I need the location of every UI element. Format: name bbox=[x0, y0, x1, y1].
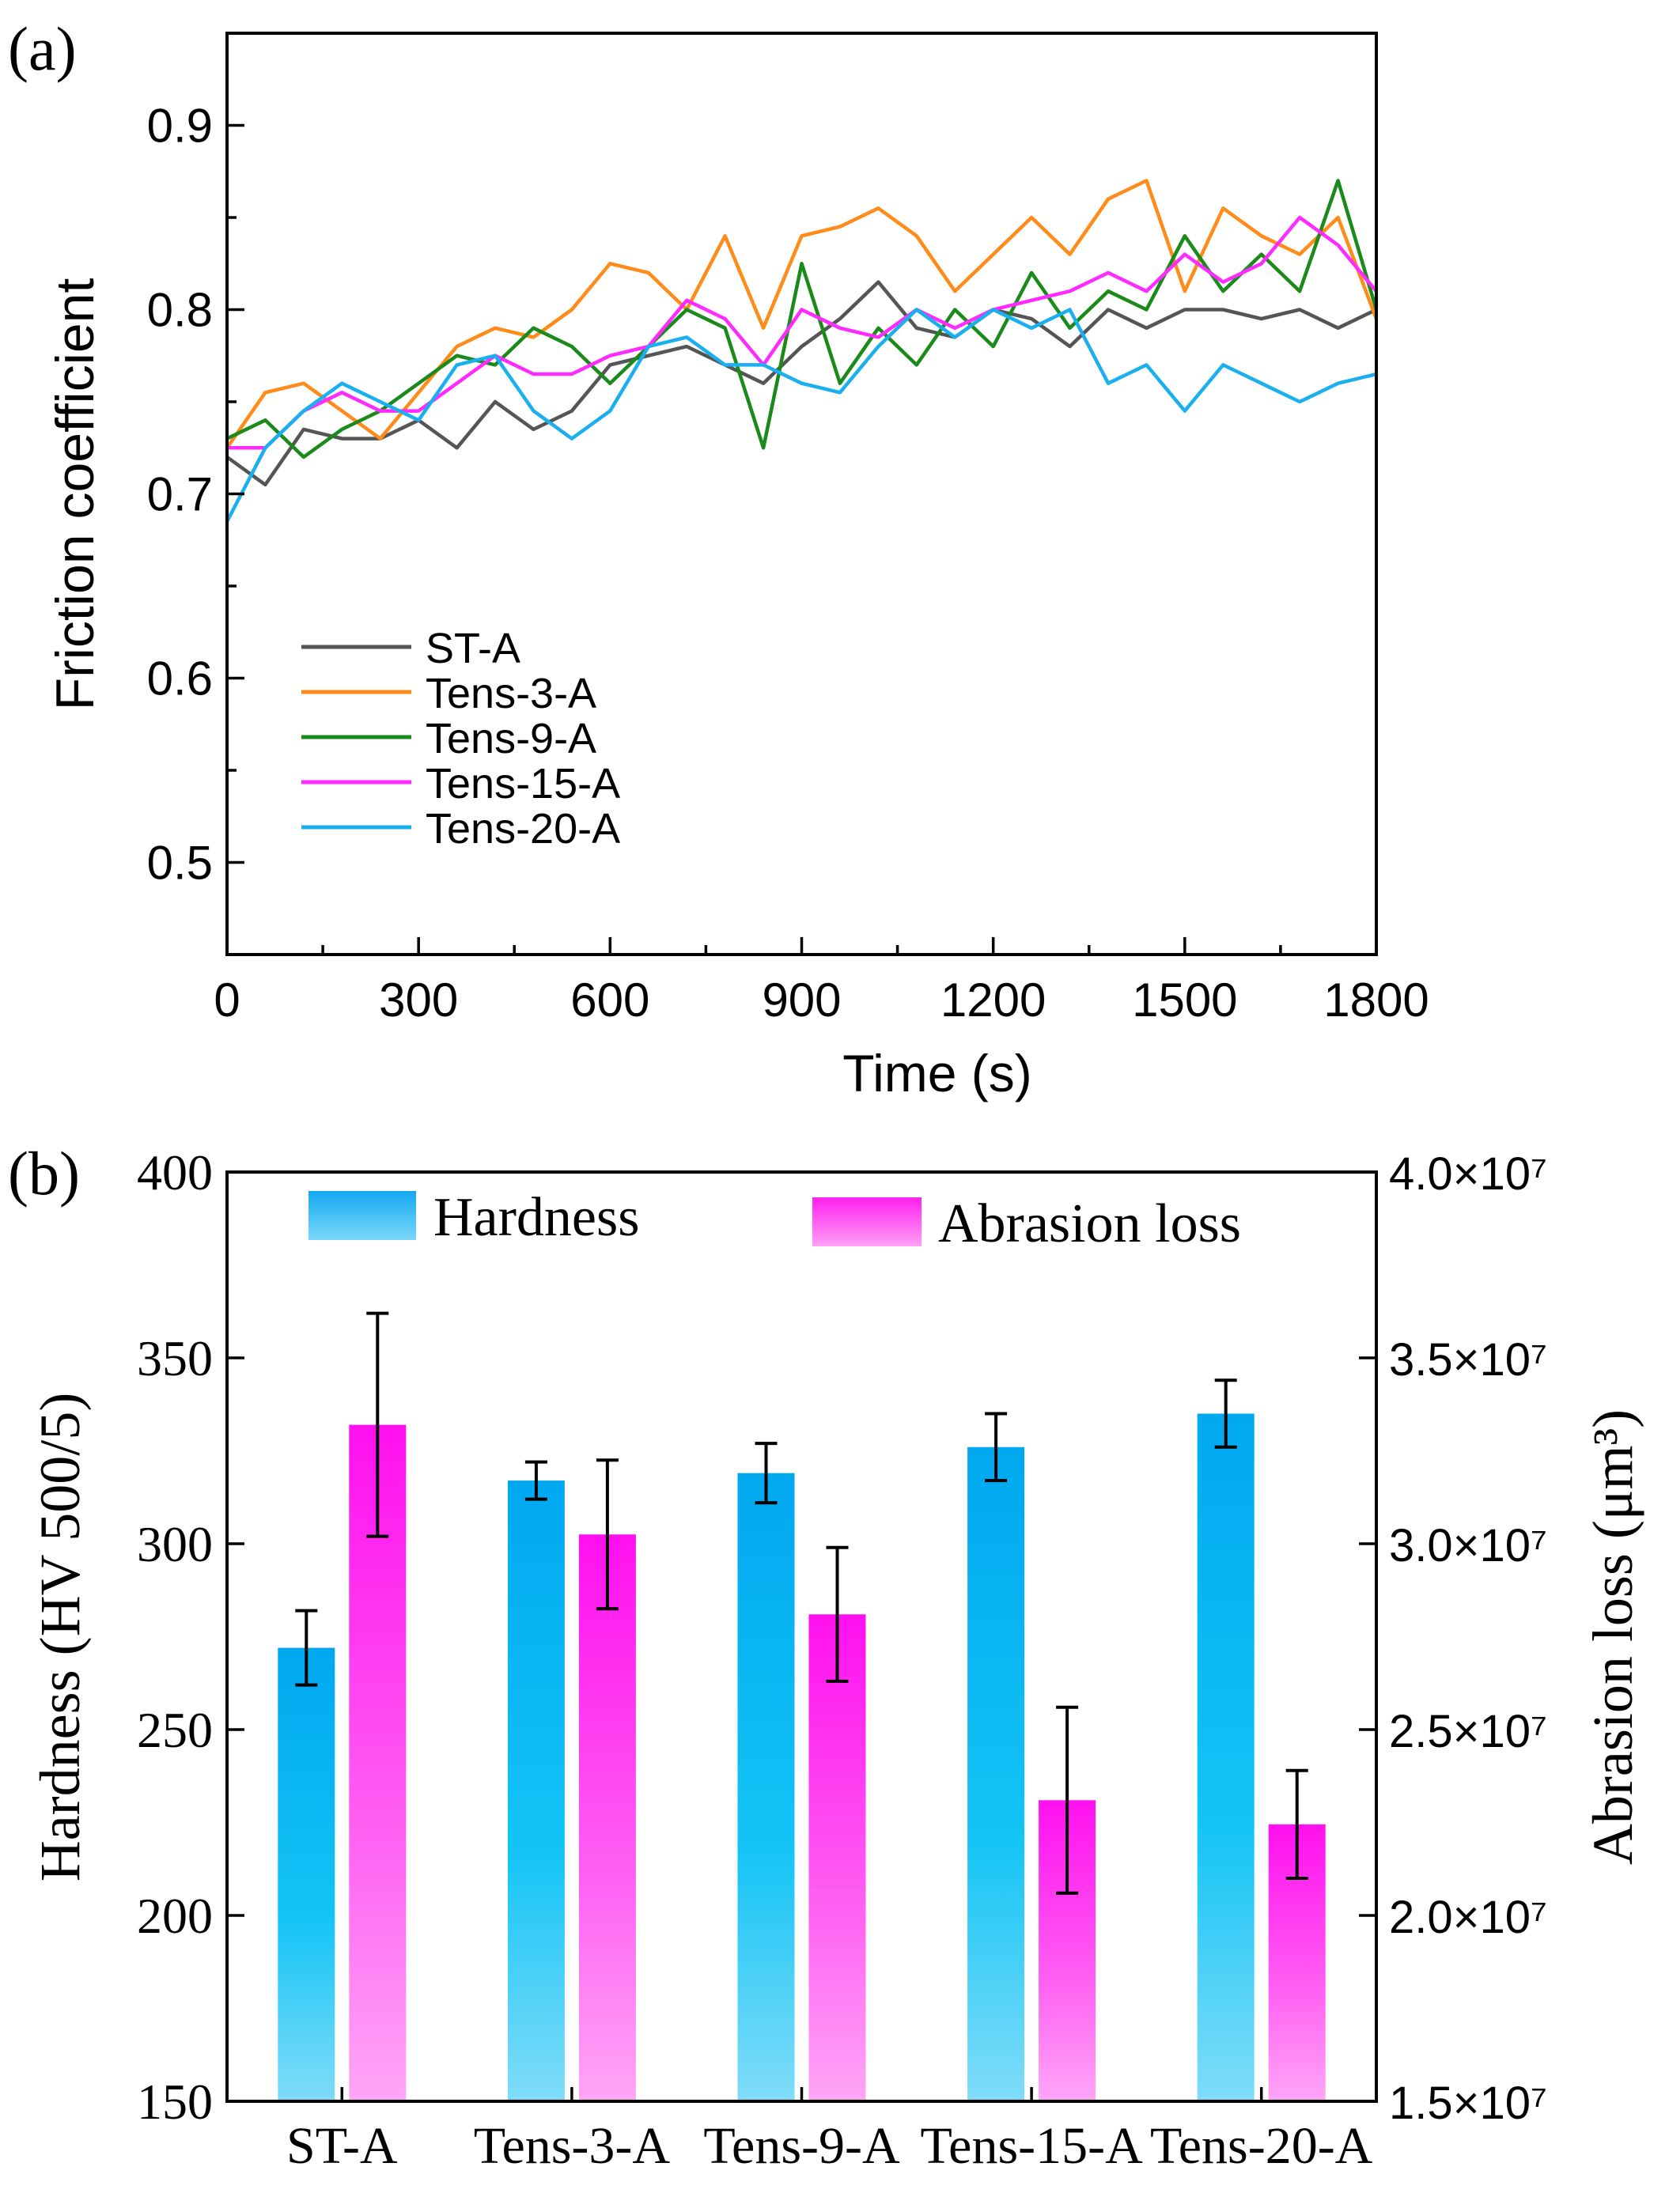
y-axis-label-left: Hardness (HV 500/5) bbox=[28, 1393, 92, 1882]
category-label: ST-A bbox=[286, 2117, 398, 2175]
y-tick-label-right: 3.0×10⁷ bbox=[1389, 1520, 1547, 1571]
x-tick-label: 1200 bbox=[940, 974, 1046, 1027]
x-tick-label: 600 bbox=[570, 974, 649, 1027]
category-label: Tens-3-A bbox=[474, 2117, 671, 2175]
y-tick-label: 0.6 bbox=[147, 652, 213, 705]
category-label: Tens-15-A bbox=[920, 2117, 1143, 2175]
legend-label: Tens-20-A bbox=[426, 805, 620, 853]
abrasion-bar bbox=[808, 1614, 866, 2101]
legend-label: ST-A bbox=[426, 625, 520, 672]
y-tick-label-left: 200 bbox=[137, 1888, 213, 1944]
y-tick-label: 0.5 bbox=[147, 837, 213, 890]
y-tick-label: 0.8 bbox=[147, 284, 213, 337]
y-tick-label: 0.7 bbox=[147, 468, 213, 521]
legend-swatch-abrasion bbox=[812, 1197, 922, 1246]
legend-label: Tens-15-A bbox=[426, 760, 620, 807]
series-line-tens-20-a bbox=[227, 308, 1376, 523]
series-line-tens-15-a bbox=[227, 215, 1376, 450]
y-axis-label-a: Friction coefficient bbox=[45, 278, 105, 711]
legend-swatch-hardness bbox=[308, 1191, 416, 1240]
category-label: Tens-9-A bbox=[703, 2117, 900, 2175]
legend-b: Hardness Abrasion loss bbox=[308, 1187, 1241, 1254]
y-tick-label-left: 250 bbox=[137, 1702, 213, 1758]
x-axis-label-a: Time (s) bbox=[842, 1044, 1032, 1102]
y-tick-label-left: 150 bbox=[137, 2074, 213, 2130]
x-tick-label: 1800 bbox=[1323, 974, 1429, 1027]
x-tick-label: 300 bbox=[379, 974, 458, 1027]
plot-frame-a bbox=[225, 32, 1378, 956]
x-tick-label: 1500 bbox=[1132, 974, 1237, 1027]
hardness-bar bbox=[967, 1446, 1025, 2101]
panel-label-b: (b) bbox=[8, 1139, 80, 1208]
y-tick-label: 0.9 bbox=[147, 100, 213, 153]
friction-series-group bbox=[227, 179, 1376, 523]
category-label: Tens-20-A bbox=[1150, 2117, 1373, 2175]
y-axis-ticks-a: 0.5 0.6 0.7 0.8 0.9 bbox=[147, 100, 244, 956]
y-tick-label-right: 2.0×10⁷ bbox=[1389, 1892, 1547, 1943]
category-labels: ST-A Tens-3-A Tens-9-A Tens-15-A Tens-20-A bbox=[286, 2087, 1373, 2175]
x-tick-label: 0 bbox=[214, 974, 240, 1027]
panel-label-a: (a) bbox=[8, 14, 77, 83]
hardness-bar bbox=[278, 1647, 335, 2101]
hardness-bar bbox=[1197, 1413, 1255, 2101]
friction-chart: (a) 0 300 600 900 1200 1500 1800 0.50.60.70.80… bbox=[8, 14, 1429, 1102]
y-tick-label-right: 4.0×10⁷ bbox=[1389, 1148, 1547, 1200]
y-tick-label-left: 400 bbox=[137, 1144, 213, 1201]
legend-label: Tens-3-A bbox=[426, 670, 596, 717]
series-line-tens-9-a bbox=[227, 179, 1376, 459]
y-tick-label-left: 350 bbox=[137, 1330, 213, 1386]
bar-group bbox=[278, 1311, 1326, 2101]
hardness-abrasion-chart: (b) 150 200 250 300 350 400 1.5×10⁷ 2.0×10⁷ 2.5… bbox=[8, 1139, 1644, 2175]
y-axis-ticks-right: 1.5×10⁷ 2.0×10⁷ 2.5×10⁷ 3.0×10⁷ 3.5×10⁷ 4.0×1… bbox=[1359, 1148, 1547, 2129]
y-tick-label-right: 3.5×10⁷ bbox=[1389, 1334, 1547, 1386]
y-tick-label-right: 1.5×10⁷ bbox=[1389, 2078, 1547, 2129]
y-axis-label-right: Abrasion loss (μm³) bbox=[1581, 1409, 1644, 1865]
hardness-bar bbox=[507, 1480, 565, 2101]
series-line-tens-3-a bbox=[227, 179, 1376, 449]
abrasion-bar bbox=[578, 1534, 636, 2101]
legend-label-abrasion: Abrasion loss bbox=[938, 1193, 1241, 1254]
hardness-bar bbox=[737, 1473, 795, 2101]
x-tick-label: 900 bbox=[762, 974, 841, 1027]
legend-label: Tens-9-A bbox=[426, 715, 596, 762]
y-tick-label-right: 2.5×10⁷ bbox=[1389, 1706, 1547, 1757]
y-tick-label-left: 300 bbox=[137, 1516, 213, 1572]
y-axis-ticks-left: 150 200 250 300 350 400 bbox=[137, 1144, 244, 2130]
x-axis-ticks-a: 0 300 600 900 1200 1500 1800 bbox=[214, 937, 1429, 1027]
legend-label-hardness: Hardness bbox=[433, 1187, 639, 1248]
